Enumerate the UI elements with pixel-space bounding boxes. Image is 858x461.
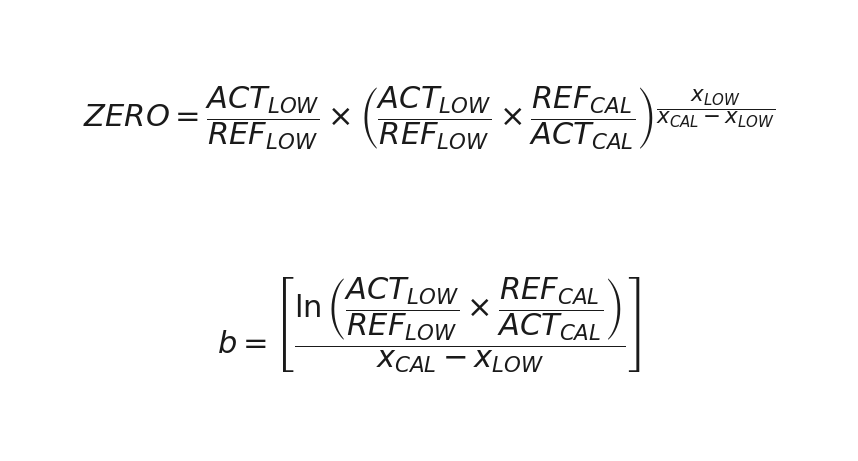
Text: $\mathit{b} = \left[\dfrac{\ln\left(\dfrac{\mathit{ACT}_{LOW}}{\mathit{REF}_{LOW: $\mathit{b} = \left[\dfrac{\ln\left(\dfr… bbox=[217, 276, 641, 375]
Text: $\mathit{ZERO} = \dfrac{\mathit{ACT}_{LOW}}{\mathit{REF}_{LOW}} \times \left(\df: $\mathit{ZERO} = \dfrac{\mathit{ACT}_{LO… bbox=[83, 84, 775, 152]
